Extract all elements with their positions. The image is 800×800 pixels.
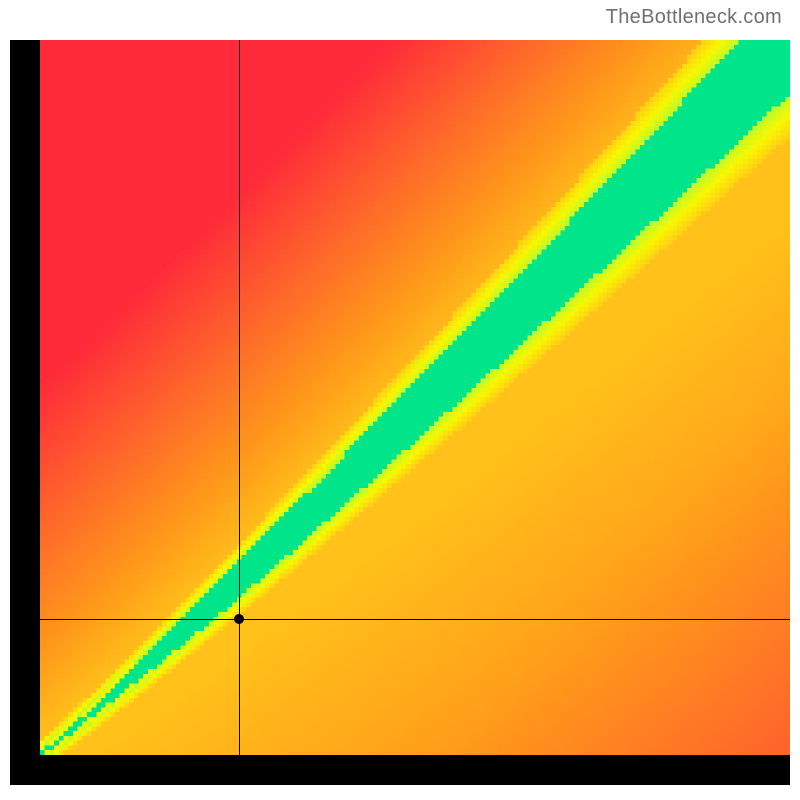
chart-frame — [10, 40, 790, 785]
watermark-text: TheBottleneck.com — [606, 6, 782, 29]
chart-plot-area — [40, 40, 790, 755]
heatmap-canvas — [40, 40, 790, 755]
